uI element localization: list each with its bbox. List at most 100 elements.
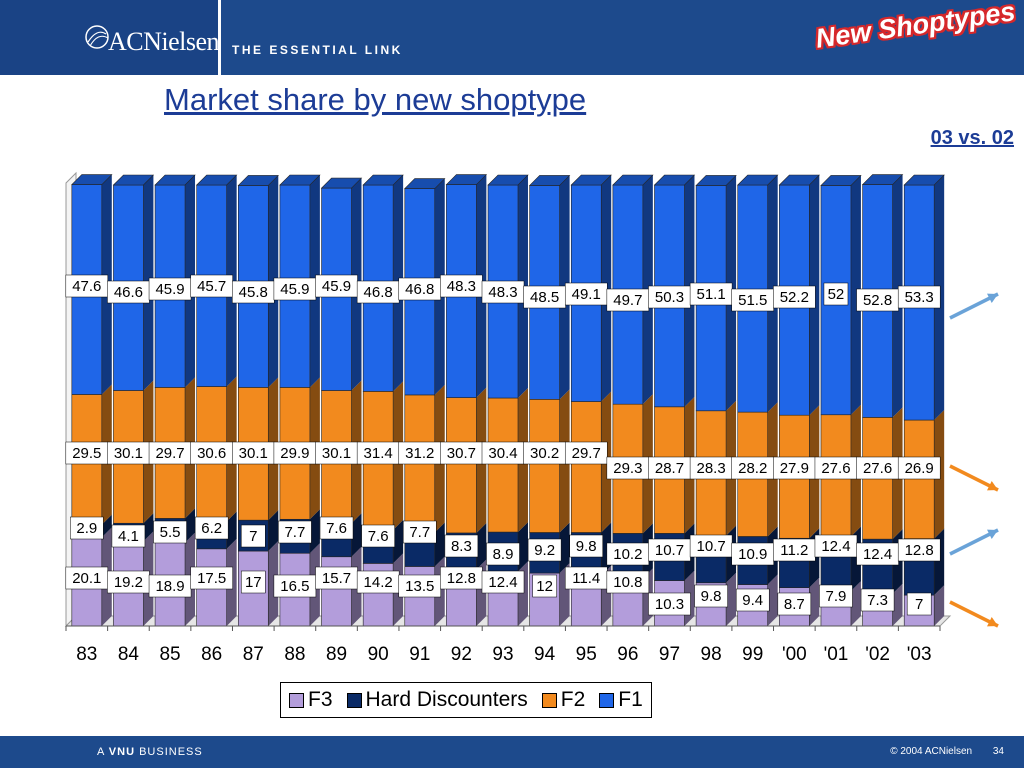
data-label-box	[361, 524, 395, 548]
data-label: 15.7	[322, 570, 351, 587]
bar-side-hard-discounters	[434, 522, 445, 567]
data-label-box	[823, 282, 849, 306]
arrow-head	[987, 480, 998, 491]
bar-side-hard-discounters	[517, 522, 528, 572]
bar-side-hard-discounters	[559, 522, 570, 574]
data-label-box	[648, 592, 691, 616]
data-label-box	[906, 592, 932, 616]
data-label: 27.9	[780, 460, 809, 477]
data-label: 16.5	[280, 578, 309, 595]
data-label: 28.2	[738, 460, 767, 477]
data-label: 29.7	[572, 445, 601, 462]
footer-bar: A VNU BUSINESS © 2004 ACNielsen 34	[0, 736, 1024, 768]
footer-page-number: 34	[992, 746, 1004, 757]
legend-label: Hard Discounters	[365, 688, 528, 711]
bar-side-hard-discounters	[309, 509, 320, 554]
data-label: 48.5	[530, 289, 559, 306]
data-label: 10.3	[655, 596, 684, 613]
bar-side-hard-discounters	[351, 513, 362, 557]
bar-side-f3	[934, 585, 945, 626]
tagline: THE ESSENTIAL LINK	[232, 43, 403, 57]
arrow-head	[987, 616, 998, 627]
footer-suffix: BUSINESS	[139, 746, 203, 758]
data-label: 10.8	[613, 574, 642, 591]
data-label: 12.4	[488, 574, 517, 591]
data-label: 30.1	[239, 445, 268, 462]
data-label: 12.4	[863, 546, 892, 563]
data-label: 12.8	[447, 570, 476, 587]
data-label: 30.6	[197, 445, 226, 462]
bar-f2	[446, 397, 477, 534]
x-tick-label: 87	[243, 644, 264, 665]
data-label-box	[486, 542, 520, 566]
bar-side-hard-discounters	[226, 511, 237, 549]
arrow-head	[987, 293, 998, 304]
data-label: 27.6	[863, 460, 892, 477]
bar-side-f3	[892, 583, 903, 626]
legend-item: F1	[599, 688, 643, 712]
data-label: 8.9	[493, 546, 514, 563]
legend-item: F2	[541, 688, 585, 712]
data-label: 45.9	[322, 278, 351, 295]
data-label-box	[481, 570, 525, 594]
data-label: 46.8	[405, 281, 434, 298]
data-label: 27.6	[821, 460, 850, 477]
data-label: 6.2	[201, 520, 222, 537]
data-label: 26.9	[905, 460, 934, 477]
data-label: 13.5	[405, 578, 434, 595]
data-label: 30.4	[488, 445, 517, 462]
data-label: 51.5	[738, 292, 767, 309]
bar-top-face	[570, 174, 612, 186]
x-tick-label: '02	[865, 644, 890, 665]
data-label-box	[403, 520, 437, 544]
bar-top-face	[404, 178, 446, 189]
legend-swatch	[289, 692, 304, 708]
bar-side-f3	[850, 581, 861, 626]
data-label-box	[897, 456, 941, 480]
header-divider	[218, 0, 221, 75]
x-tick-label: 91	[409, 644, 430, 665]
data-label: 29.5	[72, 445, 101, 462]
data-label: 17.5	[197, 570, 226, 587]
data-label: 11.2	[780, 542, 808, 559]
data-label: 12	[536, 578, 553, 595]
data-label-box	[777, 592, 812, 616]
data-label-box	[70, 516, 104, 540]
data-label-box	[735, 588, 770, 612]
footer-meta: © 2004 ACNielsen 34	[872, 746, 1004, 757]
data-label: 7.6	[326, 520, 347, 537]
data-label: 8.3	[451, 538, 472, 555]
data-label: 17	[245, 574, 262, 591]
bar-top-face	[695, 175, 737, 186]
logo-text: ACNielsen	[108, 27, 220, 56]
bar-side-hard-discounters	[143, 513, 154, 542]
bar-top-face	[112, 174, 155, 186]
bar-top-face	[71, 174, 113, 185]
data-label-box	[278, 520, 312, 544]
bar-side-hard-discounters	[185, 508, 196, 543]
data-label-box	[153, 520, 187, 544]
x-tick-label: 89	[326, 644, 347, 665]
data-label: 9.4	[742, 592, 763, 609]
logo-area: ACNielsen	[0, 0, 220, 75]
data-label-box	[532, 574, 557, 598]
bar-side-f3	[726, 572, 737, 626]
data-label: 45.8	[239, 284, 268, 301]
trend-up-arrow-icon	[949, 292, 999, 320]
bar-f2	[529, 399, 560, 533]
data-label: 47.6	[72, 278, 101, 295]
x-tick-label: 95	[576, 644, 597, 665]
bar-top-face	[861, 174, 904, 185]
data-label: 7.7	[409, 524, 430, 541]
data-label: 12.8	[905, 542, 934, 559]
x-tick-label: '03	[907, 644, 932, 665]
bar-f2	[570, 401, 602, 533]
data-label: 30.1	[322, 445, 351, 462]
bar-top-face	[528, 175, 571, 186]
bar-top-face	[237, 175, 279, 186]
data-label: 30.7	[447, 445, 476, 462]
data-label-box	[527, 538, 562, 562]
x-tick-label: 93	[492, 644, 513, 665]
data-label: 10.7	[696, 538, 725, 555]
x-tick-label: 96	[617, 644, 638, 665]
